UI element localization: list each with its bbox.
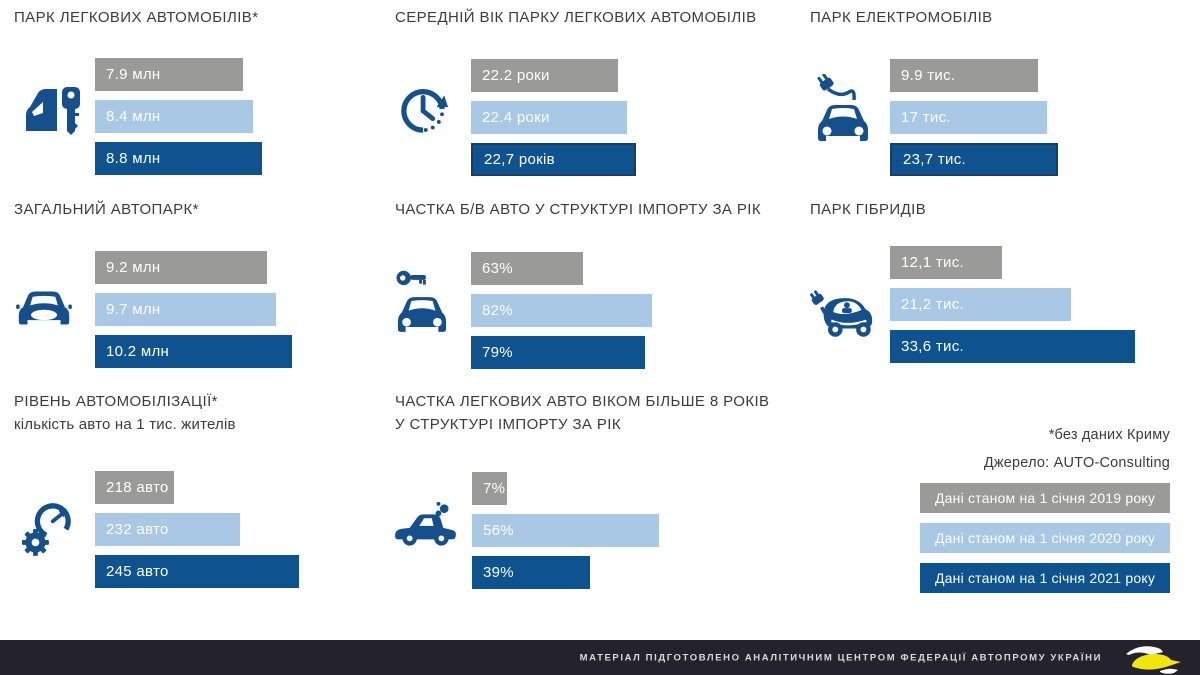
footer-bar: МАТЕРІАЛ ПІДГОТОВЛЕНО АНАЛІТИЧНИМ ЦЕНТРО…: [0, 640, 1200, 675]
source-note: Джерело: AUTO-Consulting: [983, 454, 1170, 471]
motorization-title: РІВЕНЬ АВТОМОБІЛІЗАЦІЇ*: [14, 393, 218, 410]
old-car-smoke-icon: [392, 500, 460, 548]
bar-2020: 9.7 млн: [95, 293, 276, 326]
passenger-fleet-bars: 7.9 млн 8.4 млн 8.8 млн: [95, 58, 262, 175]
bar-2019: 12,1 тис.: [890, 246, 1002, 279]
old-import-share-title-line2: У СТРУКТУРІ ІМПОРТУ ЗА РІК: [395, 416, 622, 433]
hybrid-car-plug-icon: [810, 283, 878, 341]
bar-2020: 56%: [472, 514, 659, 547]
bar-2019: 9.9 тис.: [890, 59, 1038, 92]
notes-block: *без даних Криму Джерело: AUTO-Consultin…: [800, 428, 1170, 470]
bar-2020: 17 тис.: [890, 101, 1047, 134]
average-age-bars: 22.2 роки 22.4 роки 22,7 років: [471, 59, 636, 176]
car-front-icon: [16, 288, 72, 328]
bar-2020: 232 авто: [95, 513, 240, 546]
fau-car-logo-icon: [1122, 643, 1184, 674]
bar-2021: 10.2 млн: [95, 335, 292, 368]
bar-2020: 82%: [471, 294, 652, 327]
ev-fleet-bars: 9.9 тис. 17 тис. 23,7 тис.: [890, 59, 1058, 176]
bar-2021: 33,6 тис.: [890, 330, 1135, 363]
clock-icon: [400, 80, 450, 138]
crimea-note: *без даних Криму: [1048, 427, 1170, 443]
motorization-subtitle: кількість авто на 1 тис. жителів: [14, 416, 236, 433]
car-with-key-icon: [24, 79, 82, 137]
used-import-share-title: ЧАСТКА Б/В АВТО У СТРУКТУРІ ІМПОРТУ ЗА Р…: [395, 201, 762, 218]
bar-2019: 22.2 роки: [471, 59, 618, 92]
legend-item-2020: Дані станом на 1 січня 2020 року: [920, 523, 1170, 553]
bar-2021: 79%: [471, 336, 645, 369]
footer-credit-text: МАТЕРІАЛ ПІДГОТОВЛЕНО АНАЛІТИЧНИМ ЦЕНТРО…: [579, 652, 1102, 663]
bar-2019: 63%: [471, 252, 583, 285]
bar-2021: 22,7 років: [471, 143, 636, 176]
legend: Дані станом на 1 січня 2019 року Дані ст…: [920, 483, 1170, 593]
car-key-above-icon: [396, 268, 448, 336]
total-fleet-title: ЗАГАЛЬНИЙ АВТОПАРК*: [14, 201, 199, 218]
electric-car-plug-icon: [814, 74, 872, 142]
legend-item-2019: Дані станом на 1 січня 2019 року: [920, 483, 1170, 513]
gauge-gear-icon: [22, 500, 72, 556]
old-import-share-title: ЧАСТКА ЛЕГКОВИХ АВТО ВІКОМ БІЛЬШЕ 8 РОКІ…: [395, 393, 770, 410]
bar-2020: 22.4 роки: [471, 101, 627, 134]
total-fleet-bars: 9.2 млн 9.7 млн 10.2 млн: [95, 251, 292, 368]
bar-2021: 39%: [472, 556, 590, 589]
bar-2019: 218 авто: [95, 471, 174, 504]
bar-2020: 8.4 млн: [95, 100, 253, 133]
bar-2020: 21,2 тис.: [890, 288, 1071, 321]
bar-2019: 9.2 млн: [95, 251, 267, 284]
old-import-share-bars: 7% 56% 39%: [472, 472, 659, 589]
bar-2021: 245 авто: [95, 555, 299, 588]
average-age-title: СЕРЕДНІЙ ВІК ПАРКУ ЛЕГКОВИХ АВТОМОБІЛІВ: [395, 9, 757, 26]
used-import-share-bars: 63% 82% 79%: [471, 252, 652, 369]
hybrid-fleet-bars: 12,1 тис. 21,2 тис. 33,6 тис.: [890, 246, 1135, 363]
bar-2019: 7.9 млн: [95, 58, 243, 91]
bar-2019: 7%: [472, 472, 507, 505]
ev-fleet-title: ПАРК ЕЛЕКТРОМОБІЛІВ: [810, 9, 993, 26]
motorization-bars: 218 авто 232 авто 245 авто: [95, 471, 299, 588]
bar-2021: 23,7 тис.: [890, 143, 1058, 176]
bar-2021: 8.8 млн: [95, 142, 262, 175]
passenger-fleet-title: ПАРК ЛЕГКОВИХ АВТОМОБІЛІВ*: [14, 9, 259, 26]
legend-item-2021: Дані станом на 1 січня 2021 року: [920, 563, 1170, 593]
hybrid-fleet-title: ПАРК ГІБРИДІВ: [810, 201, 927, 218]
